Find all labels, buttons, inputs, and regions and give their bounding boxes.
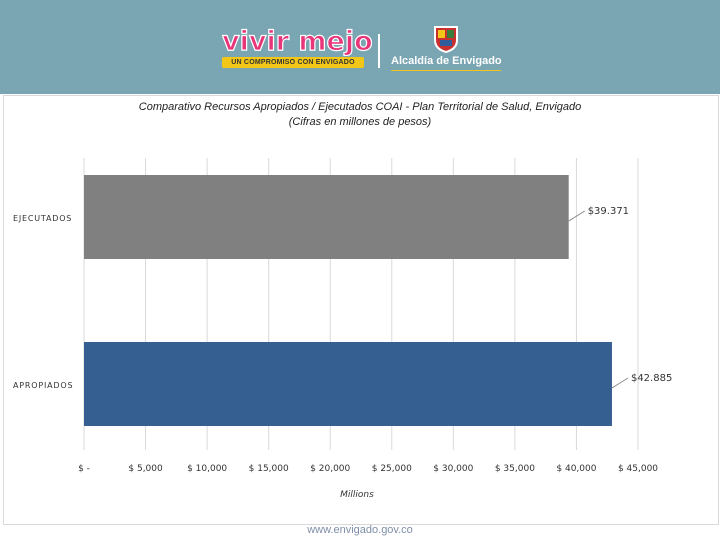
chart-subtitle: (Cifras en millones de pesos) — [288, 116, 432, 128]
vivir-mejor-logo: vivir mejor UN COMPROMISO CON ENVIGADO — [222, 26, 372, 72]
bar-ejecutados — [84, 175, 569, 259]
x-tick-label: $ 5,000 — [128, 464, 163, 474]
bars — [84, 175, 612, 426]
category-labels: EJECUTADOS APROPIADOS — [13, 214, 73, 390]
x-tick-label: $ - — [78, 464, 90, 474]
x-tick-label: $ 15,000 — [249, 464, 289, 474]
data-label: $39.371 — [588, 206, 629, 217]
vivir-mejor-wordmark: vivir mejor — [222, 26, 372, 56]
institution-name: Alcaldía de Envigado — [391, 55, 502, 67]
header-band — [0, 0, 720, 94]
x-tick-labels: $ - $ 5,000 $ 10,000 $ 15,000 $ 20,000 $ 25,0… — [78, 464, 658, 474]
institution-underline — [391, 70, 501, 71]
x-tick-label: $ 40,000 — [556, 464, 596, 474]
data-label-leader — [568, 210, 585, 222]
chart-title: Comparativo Recursos Apropiados / Ejecut… — [138, 101, 582, 113]
x-tick-label: $ 30,000 — [433, 464, 473, 474]
x-tick-label: $ 10,000 — [187, 464, 227, 474]
x-tick-label: $ 45,000 — [618, 464, 658, 474]
data-label-leader — [611, 377, 629, 389]
logo-divider — [378, 34, 380, 68]
x-tick-label: $ 20,000 — [310, 464, 350, 474]
category-label: APROPIADOS — [13, 381, 73, 390]
bar-apropiados — [84, 342, 612, 426]
x-tick-label: $ 25,000 — [372, 464, 412, 474]
brand-tagline: UN COMPROMISO CON ENVIGADO — [222, 57, 364, 68]
chart-frame — [3, 95, 719, 525]
data-labels: $39.371 $42.885 — [568, 206, 672, 389]
footer-url: www.envigado.gov.co — [307, 524, 413, 536]
envigado-crest-icon — [434, 26, 458, 53]
x-axis-label: Millions — [340, 490, 374, 500]
x-tick-label: $ 35,000 — [495, 464, 535, 474]
chart-title-block: Comparativo Recursos Apropiados / Ejecut… — [40, 100, 680, 130]
brand-main-text: vivir mejor — [222, 26, 372, 56]
data-label: $42.885 — [631, 373, 672, 384]
category-label: EJECUTADOS — [13, 214, 72, 223]
